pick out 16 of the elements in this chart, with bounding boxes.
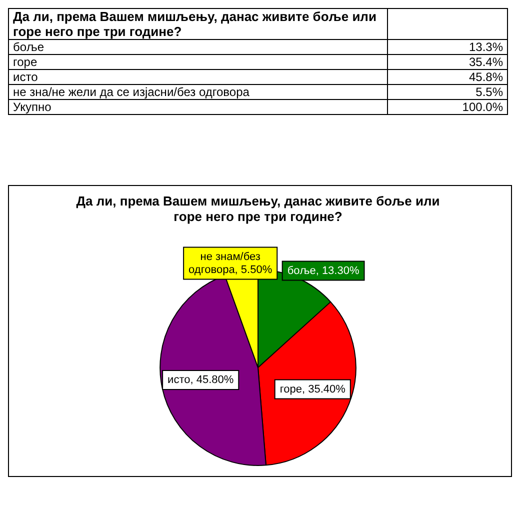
slice-label: исто, 45.80% bbox=[168, 374, 234, 386]
text: Укупно bbox=[8, 100, 388, 114]
slice-label: не знам/без одговора, 5.50% bbox=[188, 250, 272, 276]
slice-label: боље, 13.30% bbox=[287, 264, 360, 277]
text: горе bbox=[8, 54, 388, 70]
chart-title: Да ли, према Вашем мишљењу, данас живите боље или горе него пре три године? bbox=[76, 193, 440, 224]
text: Да ли, према Вашем мишљењу, данас живите боље или горе него пре три године? bbox=[8, 8, 388, 40]
text: боље bbox=[8, 40, 388, 54]
text: 45.8% bbox=[388, 70, 508, 84]
text: 5.5% bbox=[388, 84, 508, 100]
text: 100.0% bbox=[388, 100, 508, 114]
text: не зна/не жели да се изјасни/без одговора bbox=[8, 84, 388, 100]
text: исто bbox=[8, 70, 388, 84]
slice-label: горе, 35.40% bbox=[280, 383, 346, 396]
text: 35.4% bbox=[388, 54, 508, 70]
text: 13.3% bbox=[388, 40, 508, 54]
